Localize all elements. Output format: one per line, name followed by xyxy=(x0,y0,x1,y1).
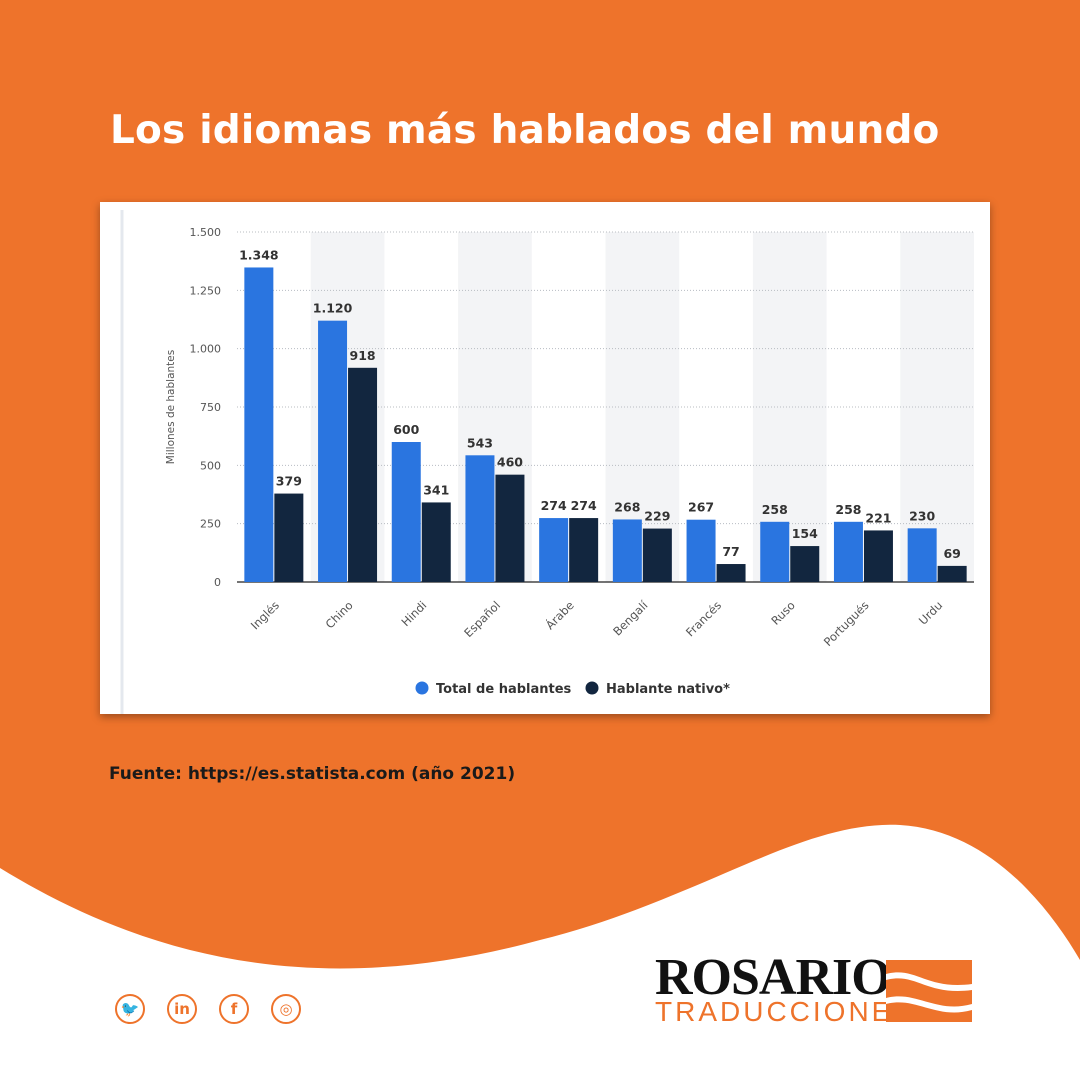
x-tick-label: Hindi xyxy=(399,598,430,629)
bar xyxy=(274,493,304,582)
brand-name: ROSARIO xyxy=(655,949,892,1006)
data-label: 274 xyxy=(541,498,567,513)
y-tick-label: 750 xyxy=(200,401,221,414)
bar xyxy=(863,530,893,582)
legend-label: Total de hablantes xyxy=(436,682,572,697)
y-tick-label: 1.500 xyxy=(190,226,222,239)
chart-card: 0 250 500 750 1.000 1.250 1.500 Millones de hab… xyxy=(100,202,990,714)
brand-logo-icon xyxy=(886,960,972,1022)
bar xyxy=(539,518,569,582)
data-label: 267 xyxy=(688,500,714,515)
data-label: 221 xyxy=(865,510,891,525)
brand-subtitle: TRADUCCIONES xyxy=(655,996,916,1027)
data-label: 341 xyxy=(423,482,449,497)
bar xyxy=(642,528,672,582)
bar xyxy=(937,565,967,582)
bar xyxy=(686,519,716,582)
linkedin-icon[interactable]: in xyxy=(167,994,197,1024)
bar xyxy=(833,521,863,582)
data-label: 230 xyxy=(909,508,935,523)
data-label: 918 xyxy=(350,348,376,363)
y-tick-label: 1.000 xyxy=(190,343,222,356)
data-label: 229 xyxy=(644,509,670,524)
data-label: 600 xyxy=(393,422,419,437)
data-label: 274 xyxy=(571,498,597,513)
source-note: Fuente: https://es.statista.com (año 202… xyxy=(109,764,516,784)
y-tick-label: 250 xyxy=(200,518,221,531)
data-label: 543 xyxy=(467,435,493,450)
legend-marker xyxy=(415,681,429,695)
x-tick-label: Ruso xyxy=(768,598,798,628)
y-tick-label: 1.250 xyxy=(190,284,222,297)
data-label: 460 xyxy=(497,455,523,470)
x-tick-label: Inglés xyxy=(248,598,282,632)
bar xyxy=(244,267,274,582)
data-label: 258 xyxy=(835,502,861,517)
bar xyxy=(716,564,746,582)
y-axis-label: Millones de hablantes xyxy=(165,350,177,464)
instagram-icon[interactable]: ◎ xyxy=(271,994,301,1024)
bar xyxy=(348,367,378,582)
x-tick-label: Urdu xyxy=(916,598,945,627)
x-tick-label: Portugués xyxy=(821,598,872,649)
facebook-icon[interactable]: f xyxy=(219,994,249,1024)
y-tick-label: 500 xyxy=(200,459,221,472)
bar xyxy=(465,455,495,582)
bar xyxy=(760,521,790,582)
x-tick-label: Español xyxy=(461,598,503,640)
twitter-icon[interactable]: 🐦 xyxy=(115,994,145,1024)
bar xyxy=(495,474,525,582)
data-label: 77 xyxy=(722,544,739,559)
data-label: 268 xyxy=(614,499,640,514)
x-tick-label: Árabe xyxy=(542,598,577,633)
legend-marker xyxy=(585,681,599,695)
data-label: 258 xyxy=(762,502,788,517)
bar xyxy=(421,502,451,582)
x-tick-label: Francés xyxy=(683,598,724,639)
data-label: 154 xyxy=(792,526,818,541)
page-title: Los idiomas más hablados del mundo xyxy=(110,108,940,153)
bar xyxy=(612,519,642,582)
data-label: 69 xyxy=(943,546,960,561)
bar xyxy=(569,518,599,582)
bar xyxy=(790,546,820,582)
x-tick-label: Bengalí xyxy=(610,598,651,639)
y-tick-label: 0 xyxy=(214,576,221,589)
data-label: 379 xyxy=(276,474,302,489)
legend-label: Hablante nativo* xyxy=(606,682,730,697)
bar-chart: 0 250 500 750 1.000 1.250 1.500 Millones de hab… xyxy=(120,210,974,714)
bar xyxy=(318,320,348,582)
x-tick-label: Chino xyxy=(323,598,356,631)
bar xyxy=(391,442,421,582)
data-label: 1.120 xyxy=(313,301,353,316)
bar xyxy=(907,528,937,582)
data-label: 1.348 xyxy=(239,247,279,262)
